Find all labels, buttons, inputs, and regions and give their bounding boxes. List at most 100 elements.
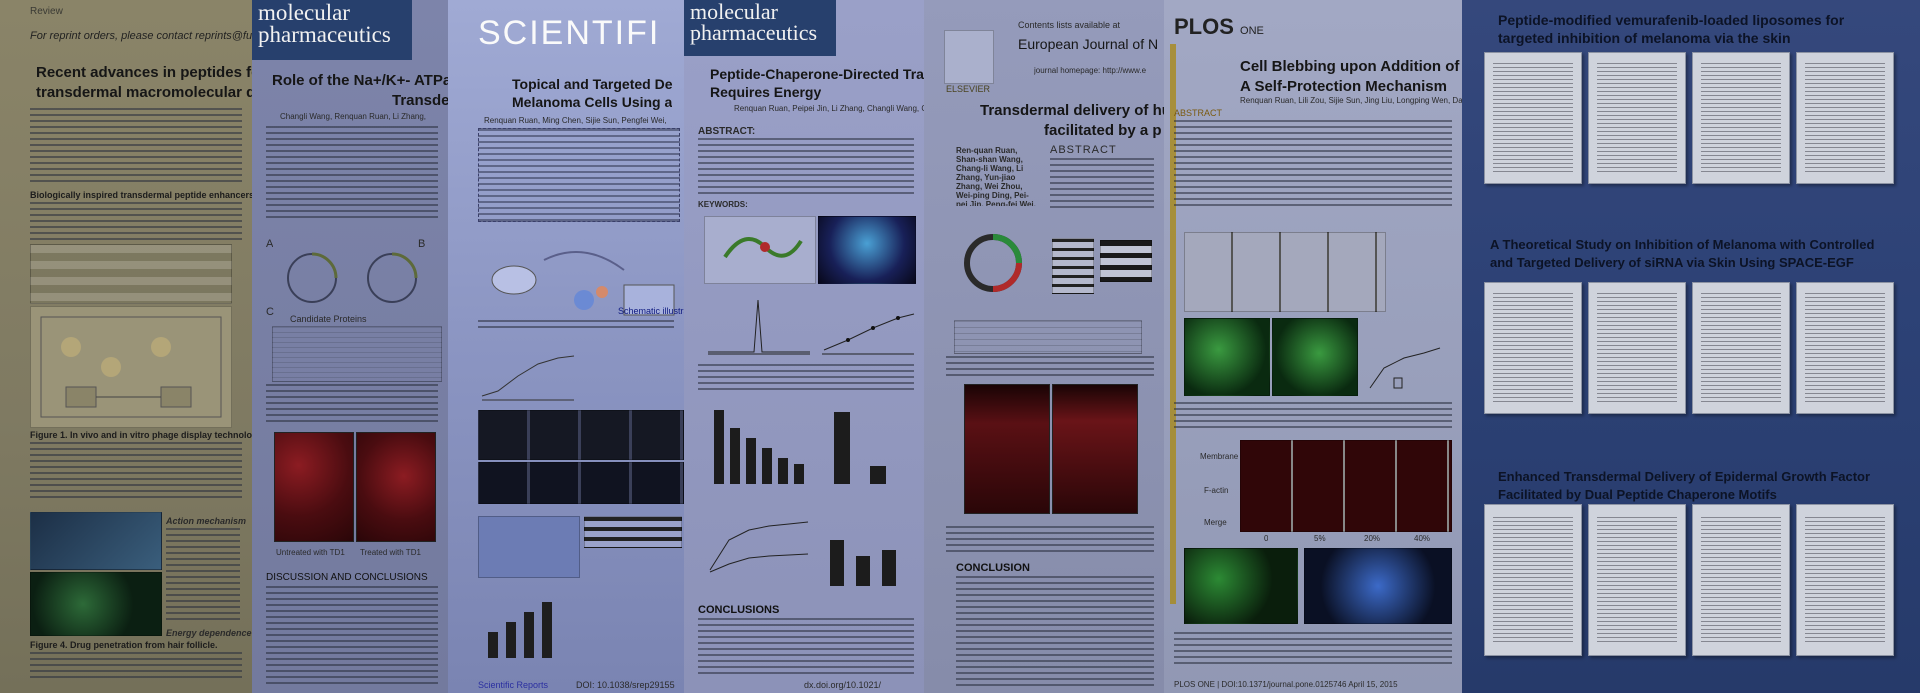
chaperone-conclusion-text [698, 618, 914, 674]
treated-image [356, 432, 436, 542]
elsevier-logo-box [944, 30, 994, 84]
article2-page3 [1692, 282, 1790, 414]
journal-homepage: journal homepage: http://www.e [1034, 66, 1147, 75]
logo-line1: molecular [258, 0, 350, 25]
dark-image-grid [478, 410, 684, 460]
article2-page2 [1588, 282, 1686, 414]
srep-title-line2: Melanoma Cells Using a [512, 94, 673, 110]
atpase-title-line1: Role of the Na+/K+- ATPas [272, 72, 448, 89]
ejn-abstract-text [1050, 158, 1154, 210]
schematic-label: Schematic illustratio [618, 306, 684, 316]
plos-logo: PLOS ONE [1174, 14, 1264, 39]
plos-authors: Renquan Ruan, Lili Zou, Sijie Sun, Jing … [1240, 96, 1462, 105]
poster-peptide-chaperone: molecular pharmaceutics Peptide-Chaperon… [684, 0, 924, 693]
panel-a-label: A [266, 238, 274, 250]
dark-image-grid-2 [478, 462, 684, 504]
article3-page2 [1588, 504, 1686, 656]
figure1-caption-text [30, 442, 242, 498]
journal-logo: molecular pharmaceutics [684, 0, 836, 56]
phage-display-figure [30, 306, 232, 428]
candidate-proteins-title: Candidate Proteins [290, 314, 367, 324]
contents-lists: Contents lists available at [1018, 20, 1121, 30]
srep-caption [478, 320, 674, 332]
pct-20: 20% [1364, 534, 1381, 543]
overview-title2-line1: A Theoretical Study on Inhibition of Mel… [1490, 238, 1875, 252]
scatter-d [822, 313, 915, 355]
fluorescence-image [818, 216, 916, 284]
plasmid-map [964, 234, 1022, 292]
pct-0: 0 [1264, 534, 1269, 543]
figure1-caption: Figure 1. In vivo and in vitro phage dis… [30, 430, 252, 440]
peptide-structure [723, 237, 803, 259]
logo-line2: pharmaceutics [258, 21, 391, 47]
poster-plos-one: PLOS ONE Cell Blebbing upon Addition of … [1164, 0, 1462, 693]
overview-title3-line1: Enhanced Transdermal Delivery of Epiderm… [1498, 470, 1871, 484]
western-blot [584, 516, 682, 548]
overview-title2-line2: and Targeted Delivery of siRNA via Skin … [1490, 256, 1854, 270]
atpase-authors: Changli Wang, Renquan Ruan, Li Zhang, [280, 112, 427, 121]
discussion-text [266, 586, 438, 686]
ejn-fig4-caption [946, 526, 1154, 556]
ejn-abstract-label: ABSTRACT [1050, 144, 1117, 156]
article1-page4 [1796, 52, 1894, 184]
green-cell-grid [1184, 548, 1298, 624]
ejn-title-line1: Transdermal delivery of hum [980, 102, 1164, 119]
microscopy-image-bottom [30, 572, 162, 636]
label-membrane: Membrane [1200, 452, 1239, 461]
article3-page4 [1796, 504, 1894, 656]
chaperone-abstract-label: ABSTRACT: [698, 126, 756, 137]
green-fluor-c [1272, 318, 1358, 396]
article1-page3 [1692, 52, 1790, 184]
srep-authors: Renquan Ruan, Ming Chen, Sijie Sun, Peng… [484, 116, 667, 125]
ejn-conclusion-label: CONCLUSION [956, 562, 1030, 574]
poster-atpase: molecular pharmaceutics Role of the Na+/… [252, 0, 448, 693]
atpase-abstract [266, 126, 438, 222]
plasmid-diagrams [287, 252, 418, 303]
poster-review: Review For reprint orders, please contac… [0, 0, 252, 693]
bar-chart-small [488, 602, 552, 658]
poster-european-journal: Contents lists available at ELSEVIER Eur… [924, 0, 1164, 693]
figure4-caption-text [30, 652, 242, 682]
publisher-name: ELSEVIER [946, 84, 991, 94]
plos-final-caption [1174, 632, 1452, 668]
schematic-illustration [491, 251, 675, 316]
overview-title1-line1: Peptide-modified vemurafenib-loaded lipo… [1498, 12, 1845, 28]
discussion-heading: DISCUSSION AND CONCLUSIONS [266, 572, 428, 583]
plos-title-line1: Cell Blebbing upon Addition of Cryo [1240, 58, 1462, 75]
review-section-heading: Biologically inspired transdermal peptid… [30, 190, 252, 200]
action-mechanism-text [166, 528, 240, 620]
bar-chart-f [830, 540, 896, 586]
micrograph-grid-a [1184, 232, 1386, 312]
article2-page1 [1484, 282, 1582, 414]
plos-plot-d [1369, 347, 1441, 389]
blot-image [1100, 240, 1152, 282]
overview-title1-line2: targeted inhibition of melanoma via the … [1498, 30, 1791, 46]
label-factin: F-actin [1204, 486, 1229, 495]
plos-footer: PLOS ONE | DOI:10.1371/journal.pone.0125… [1174, 680, 1398, 689]
ejn-table [954, 320, 1142, 354]
plos-accent-bar [1170, 44, 1176, 604]
untreated-label: Untreated with TD1 [276, 548, 345, 557]
overview-title3-line2: Facilitated by Dual Peptide Chaperone Mo… [1498, 488, 1777, 502]
ejn-caption [946, 356, 1154, 376]
plos-fig-caption [1174, 402, 1452, 430]
review-header: Review [30, 6, 63, 17]
logo-line2: pharmaceutics [690, 19, 818, 45]
figure-caption-text [266, 384, 438, 422]
article1-page1 [1484, 52, 1582, 184]
poster-blue-overview: Peptide-modified vemurafenib-loaded lipo… [1462, 0, 1920, 693]
reprint-note: For reprint orders, please contact repri… [30, 30, 252, 42]
logo-line1: molecular [690, 0, 778, 24]
review-title-line2: transdermal macromolecular dru [36, 84, 252, 101]
phage-diagram [40, 316, 222, 418]
srep-footer-doi: DOI: 10.1038/srep29155 [576, 680, 675, 690]
ejn-authors: Ren-quan Ruan, Shan-shan Wang, Chang-li … [956, 146, 1036, 206]
srep-footer-left: Scientific Reports [478, 680, 549, 690]
panel-c-label: C [266, 306, 274, 318]
action-mechanism-heading: Action mechanism [166, 516, 247, 526]
article3-page1 [1484, 504, 1582, 656]
tissue-image-right [1052, 384, 1138, 514]
article2-page4 [1796, 282, 1894, 414]
srep-abstract-box [478, 128, 680, 222]
pct-5: 5% [1314, 534, 1326, 543]
